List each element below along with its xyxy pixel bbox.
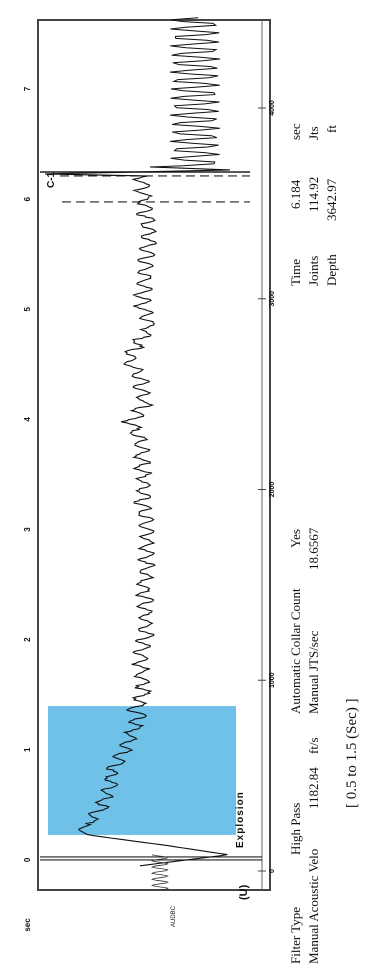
depth-value: 3642.97	[324, 178, 339, 221]
depth-tick-label: 3000	[269, 291, 276, 307]
filter-type-label: Filter Type	[288, 907, 303, 964]
time-tick-label: 1	[23, 747, 32, 752]
velo-value: 1182.84	[306, 767, 321, 809]
time-tick-label: 2	[23, 637, 32, 642]
collar-spike	[44, 166, 231, 177]
depth-tick-label: 0	[269, 869, 276, 873]
joints-label: Joints	[306, 256, 321, 286]
jts-label: Manual JTS/sec	[306, 630, 321, 714]
depth-label: Depth	[324, 254, 339, 286]
joints-value: 114.92	[306, 177, 321, 212]
audbc-label: AUDBC	[171, 905, 177, 927]
jts-value: 18.6567	[306, 527, 321, 570]
depth-tick-label: 4000	[269, 100, 276, 116]
u-marker-label: (U)	[238, 884, 250, 900]
joints-unit: Jts	[306, 126, 321, 140]
plot-frame	[37, 19, 271, 891]
depth-tick-label: 1000	[269, 672, 276, 688]
footnote: [ 0.5 to 1.5 (Sec) ]	[344, 698, 360, 808]
pre-trigger-trace	[150, 854, 169, 891]
time-tick-label: 3	[23, 527, 32, 532]
depth-tick-label: 2000	[269, 482, 276, 498]
time-tick-label: 5	[23, 307, 32, 312]
tail-trace	[149, 17, 221, 168]
time-tick-label: 4	[23, 417, 32, 422]
time-tick-label: 7	[23, 86, 32, 91]
explosion-label: Explosion	[235, 791, 246, 848]
time-unit-label: sec	[23, 918, 32, 932]
velo-unit: ft/s	[306, 737, 321, 754]
time-label: Time	[288, 259, 303, 286]
c1-marker-label: C-1	[46, 171, 57, 188]
highlight-window	[48, 706, 236, 835]
filter-type-value: High Pass	[288, 803, 303, 855]
collar-count-value: Yes	[288, 529, 303, 548]
depth-unit: ft	[324, 125, 339, 133]
velo-label: Manual Acoustic Velo	[306, 849, 321, 964]
time-value: 6.184	[288, 179, 303, 209]
time-tick-label: 6	[23, 196, 32, 201]
collar-count-label: Automatic Collar Count	[288, 588, 303, 714]
time-unit: sec	[288, 123, 303, 140]
acoustic-trace	[78, 175, 228, 867]
time-tick-label: 0	[23, 857, 32, 862]
